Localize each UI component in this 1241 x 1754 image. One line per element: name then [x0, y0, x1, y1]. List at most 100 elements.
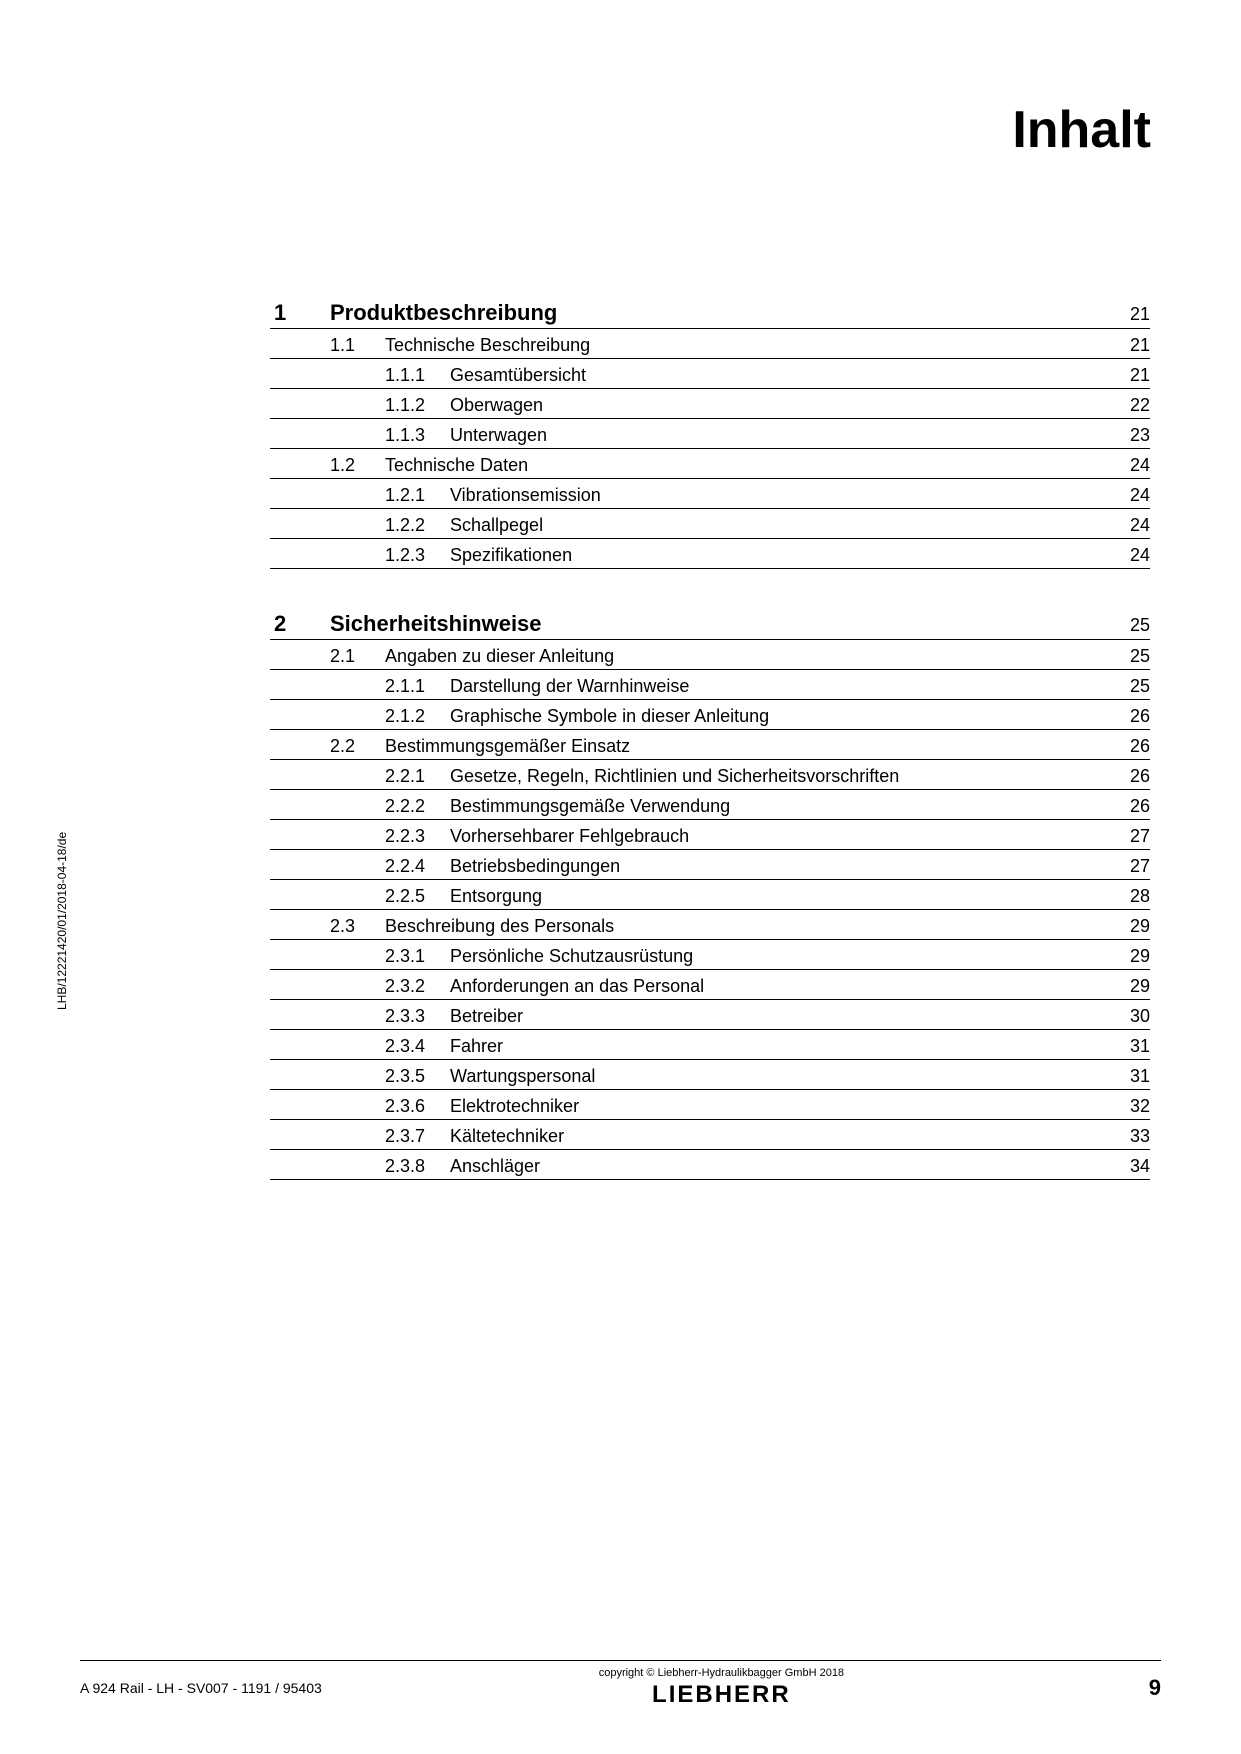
page-title: Inhalt — [80, 100, 1161, 160]
toc-item-title: Anschläger — [450, 1156, 1100, 1177]
footer-divider — [80, 1660, 1161, 1661]
toc-item-num: 2.3.4 — [385, 1036, 450, 1057]
toc-item-num: 2.3.7 — [385, 1126, 450, 1147]
toc-sub-title: Beschreibung des Personals — [385, 916, 1100, 937]
toc-item-row: 2.3.4Fahrer31 — [270, 1036, 1150, 1060]
toc-item-page: 25 — [1100, 676, 1150, 697]
toc-item-page: 26 — [1100, 766, 1150, 787]
toc-sub-row: 2.2Bestimmungsgemäßer Einsatz26 — [270, 736, 1150, 760]
toc-item-num: 1.1.2 — [385, 395, 450, 416]
toc-item-page: 34 — [1100, 1156, 1150, 1177]
toc-item-title: Vorhersehbarer Fehlgebrauch — [450, 826, 1100, 847]
toc-item-num: 2.2.2 — [385, 796, 450, 817]
toc-item-row: 1.2.2Schallpegel24 — [270, 515, 1150, 539]
toc-sub-num: 2.1 — [330, 646, 385, 667]
toc-item-page: 31 — [1100, 1066, 1150, 1087]
toc-section-title: Sicherheitshinweise — [330, 611, 1100, 637]
toc-item-num: 2.3.3 — [385, 1006, 450, 1027]
footer-center: copyright © Liebherr-Hydraulikbagger Gmb… — [322, 1667, 1121, 1709]
toc-item-page: 27 — [1100, 856, 1150, 877]
toc-item-page: 28 — [1100, 886, 1150, 907]
toc-item-row: 1.2.1Vibrationsemission24 — [270, 485, 1150, 509]
toc-section-row: 1Produktbeschreibung21 — [270, 300, 1150, 329]
toc-item-num: 2.2.4 — [385, 856, 450, 877]
toc-item-row: 2.2.1Gesetze, Regeln, Richtlinien und Si… — [270, 766, 1150, 790]
toc-item-title: Elektrotechniker — [450, 1096, 1100, 1117]
toc-item-row: 1.1.1Gesamtübersicht21 — [270, 365, 1150, 389]
toc-item-row: 2.2.3Vorhersehbarer Fehlgebrauch27 — [270, 826, 1150, 850]
toc-sub-num: 1.1 — [330, 335, 385, 356]
toc-item-num: 2.2.3 — [385, 826, 450, 847]
toc-item-row: 2.3.3Betreiber30 — [270, 1006, 1150, 1030]
toc-item-title: Graphische Symbole in dieser Anleitung — [450, 706, 1100, 727]
toc-item-row: 2.1.2Graphische Symbole in dieser Anleit… — [270, 706, 1150, 730]
toc-item-row: 2.1.1Darstellung der Warnhinweise25 — [270, 676, 1150, 700]
footer: A 924 Rail - LH - SV007 - 1191 / 95403 c… — [80, 1660, 1161, 1709]
toc-sub-row: 1.2Technische Daten24 — [270, 455, 1150, 479]
toc-item-page: 33 — [1100, 1126, 1150, 1147]
toc-item-num: 2.3.8 — [385, 1156, 450, 1177]
copyright-text: copyright © Liebherr-Hydraulikbagger Gmb… — [322, 1667, 1121, 1679]
toc-sub-title: Technische Beschreibung — [385, 335, 1100, 356]
vertical-reference: LHB/12221420/01/2018-04-18/de — [55, 832, 69, 1010]
toc-item-page: 26 — [1100, 706, 1150, 727]
toc-item-title: Unterwagen — [450, 425, 1100, 446]
toc-section: 2Sicherheitshinweise252.1Angaben zu dies… — [270, 611, 1150, 1180]
toc-item-row: 2.3.6Elektrotechniker32 — [270, 1096, 1150, 1120]
toc-item-row: 2.3.5Wartungspersonal31 — [270, 1066, 1150, 1090]
toc-item-row: 2.2.2Bestimmungsgemäße Verwendung26 — [270, 796, 1150, 820]
toc-item-page: 31 — [1100, 1036, 1150, 1057]
toc-section-row: 2Sicherheitshinweise25 — [270, 611, 1150, 640]
toc-item-title: Betreiber — [450, 1006, 1100, 1027]
brand-logo: LIEBHERR — [322, 1681, 1121, 1709]
toc-section-num: 2 — [270, 611, 330, 637]
toc-item-title: Gesetze, Regeln, Richtlinien und Sicherh… — [450, 766, 1100, 787]
toc-sub-title: Angaben zu dieser Anleitung — [385, 646, 1100, 667]
toc-item-title: Schallpegel — [450, 515, 1100, 536]
toc-item-title: Darstellung der Warnhinweise — [450, 676, 1100, 697]
toc-item-title: Wartungspersonal — [450, 1066, 1100, 1087]
toc-item-num: 2.3.5 — [385, 1066, 450, 1087]
toc-item-page: 23 — [1100, 425, 1150, 446]
toc-item-num: 2.2.5 — [385, 886, 450, 907]
toc-sub-row: 2.3Beschreibung des Personals29 — [270, 916, 1150, 940]
toc-sub-num: 2.2 — [330, 736, 385, 757]
document-page: Inhalt 1Produktbeschreibung211.1Technisc… — [0, 0, 1241, 1754]
toc-item-title: Fahrer — [450, 1036, 1100, 1057]
toc-sub-row: 1.1Technische Beschreibung21 — [270, 335, 1150, 359]
toc-sub-page: 26 — [1100, 736, 1150, 757]
toc-item-num: 1.1.3 — [385, 425, 450, 446]
toc-item-page: 27 — [1100, 826, 1150, 847]
table-of-contents: 1Produktbeschreibung21 1.1Technische Besc… — [270, 300, 1150, 1180]
toc-item-title: Entsorgung — [450, 886, 1100, 907]
toc-item-page: 26 — [1100, 796, 1150, 817]
toc-item-row: 2.3.8Anschläger34 — [270, 1156, 1150, 1180]
toc-item-num: 2.2.1 — [385, 766, 450, 787]
toc-sub-title: Technische Daten — [385, 455, 1100, 476]
toc-sub-row: 2.1Angaben zu dieser Anleitung25 — [270, 646, 1150, 670]
toc-item-page: 24 — [1100, 515, 1150, 536]
toc-item-title: Oberwagen — [450, 395, 1100, 416]
toc-item-num: 2.3.2 — [385, 976, 450, 997]
toc-item-page: 32 — [1100, 1096, 1150, 1117]
toc-item-page: 24 — [1100, 545, 1150, 566]
toc-item-page: 29 — [1100, 976, 1150, 997]
toc-item-title: Spezifikationen — [450, 545, 1100, 566]
toc-item-page: 22 — [1100, 395, 1150, 416]
toc-sub-page: 24 — [1100, 455, 1150, 476]
toc-item-num: 2.3.6 — [385, 1096, 450, 1117]
toc-item-title: Kältetechniker — [450, 1126, 1100, 1147]
toc-sub-num: 1.2 — [330, 455, 385, 476]
toc-item-row: 2.3.7Kältetechniker33 — [270, 1126, 1150, 1150]
toc-item-num: 1.2.3 — [385, 545, 450, 566]
toc-item-num: 2.3.1 — [385, 946, 450, 967]
toc-sub-page: 29 — [1100, 916, 1150, 937]
toc-item-row: 1.1.2Oberwagen22 — [270, 395, 1150, 419]
toc-item-title: Betriebsbedingungen — [450, 856, 1100, 877]
toc-sub-num: 2.3 — [330, 916, 385, 937]
toc-section-title: Produktbeschreibung — [330, 300, 1100, 326]
toc-section-page: 21 — [1100, 304, 1150, 325]
toc-item-row: 2.2.4Betriebsbedingungen27 — [270, 856, 1150, 880]
toc-item-row: 2.3.2Anforderungen an das Personal29 — [270, 976, 1150, 1000]
toc-item-page: 29 — [1100, 946, 1150, 967]
